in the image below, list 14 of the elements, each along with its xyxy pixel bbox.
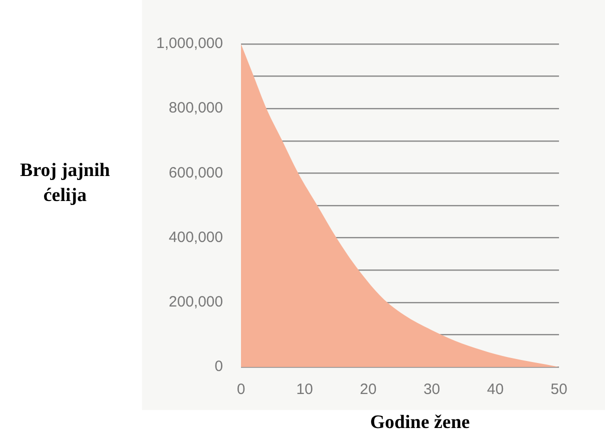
y-tick-label: 800,000 bbox=[168, 100, 223, 117]
y-tick-label: 400,000 bbox=[168, 228, 223, 246]
y-tick-label: 0 bbox=[214, 358, 223, 376]
y-axis-title: Broj jajnih ćelija bbox=[19, 159, 111, 208]
x-tick-label: 40 bbox=[487, 381, 504, 398]
x-tick-label: 0 bbox=[236, 381, 246, 398]
x-axis-title: Godine žene bbox=[369, 412, 471, 434]
x-tick-label: 10 bbox=[296, 381, 313, 398]
y-tick-label: 1,000,000 bbox=[156, 35, 223, 52]
y-tick-label: 200,000 bbox=[168, 294, 223, 311]
y-tick-label: 600,000 bbox=[168, 164, 223, 182]
x-tick-label: 50 bbox=[550, 381, 568, 398]
x-tick-label: 30 bbox=[423, 381, 440, 398]
x-tick-label: 20 bbox=[360, 381, 377, 398]
